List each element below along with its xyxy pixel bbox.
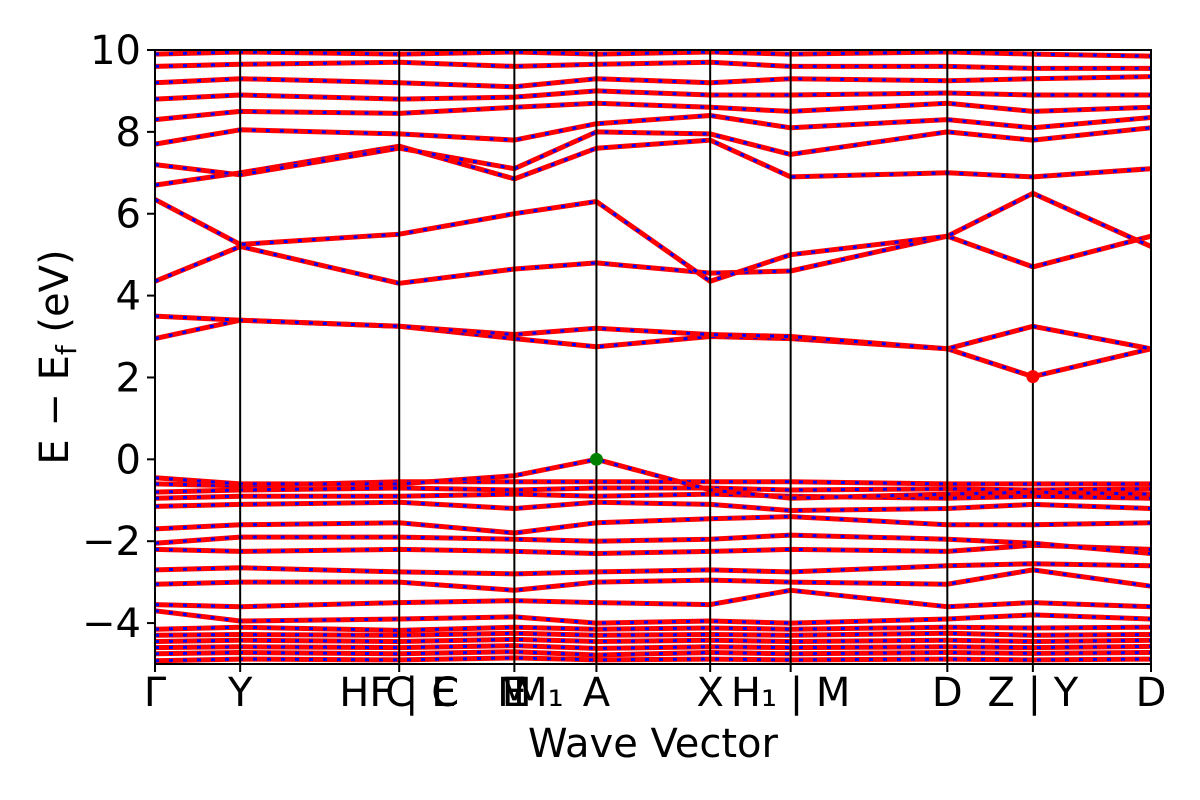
x-tick-label-12: D [932,670,963,716]
cbm-marker [1026,370,1040,384]
band-up-8 [154,587,1152,610]
band-up-28 [154,74,1152,90]
x-tick-label-8: M₁ [513,670,564,716]
x-tick-label-4: C [385,670,413,716]
y-axis-title: E − Ef (eV) [32,249,83,464]
vbm-marker [589,452,603,466]
band-up-10 [154,561,1152,577]
y-tick-label-5: 2 [116,355,141,401]
x-tick-label-14: D [1136,670,1167,716]
band-up-18 [154,456,1152,501]
y-tick-label-7: −2 [82,519,141,565]
band-up-7 [154,608,1152,626]
band-down-19 [154,318,1152,379]
band-up-3 [154,643,1152,651]
y-tick-label-1: 10 [90,28,141,74]
band-up-26 [154,100,1152,123]
plot-frame [154,49,1152,665]
band-up-25 [154,113,1152,147]
band-down-22 [154,191,1152,283]
x-tick-label-9: A [583,670,611,716]
x-tick-label-3: HF | C [339,670,459,716]
y-tick-label-8: −4 [82,601,141,647]
band-up-30 [154,49,1152,59]
band-up-14 [154,499,1152,513]
y-tick-label-4: 4 [116,274,141,320]
band-down-18 [154,457,1152,500]
extrema-markers [589,370,1040,466]
x-tick-label-1: Γ [144,670,167,716]
band-up-24 [154,125,1152,178]
band-up-19 [154,317,1152,380]
band-up-9 [154,567,1152,593]
y-tick-label-6: 0 [116,437,141,483]
y-tick-label-3: 6 [116,192,141,238]
bands-layer [153,49,1153,664]
x-tick-label-6: M [497,670,532,716]
x-tick-label-5: E [431,670,456,716]
band-up-27 [154,88,1151,102]
x-tick-label-11: H₁ | M [731,670,851,716]
band-up-12 [154,532,1152,556]
band-up-6 [154,624,1152,633]
band-up-15 [154,491,1152,501]
kpoint-lines [239,50,1034,664]
y-tick-label-2: 8 [116,110,141,156]
x-tick-label-10: X [696,670,723,716]
band-down-21 [154,234,1152,285]
band-up-13 [154,514,1152,536]
y-axis-title-main: E − E [32,355,78,465]
band-up-2 [154,649,1152,658]
y-ticks: 10 8 6 4 2 0 −2 −4 [82,28,155,647]
band-up-29 [154,59,1151,71]
band-down-23 [154,138,1152,187]
x-axis-title: Wave Vector [528,721,779,767]
y-axis-title-sub: f [50,344,83,355]
x-tick-label-2: Y [227,670,253,716]
band-up-16 [154,485,1152,495]
band-up-11 [154,542,1152,556]
x-tick-label-13: Z | Y [987,670,1078,716]
x-tick-label-7: E [502,670,527,716]
band-up-5 [154,630,1152,638]
band-up-4 [154,636,1152,644]
band-up-20 [154,313,1152,352]
band-up-1 [154,655,1152,664]
y-axis-title-unit: (eV) [32,249,78,345]
